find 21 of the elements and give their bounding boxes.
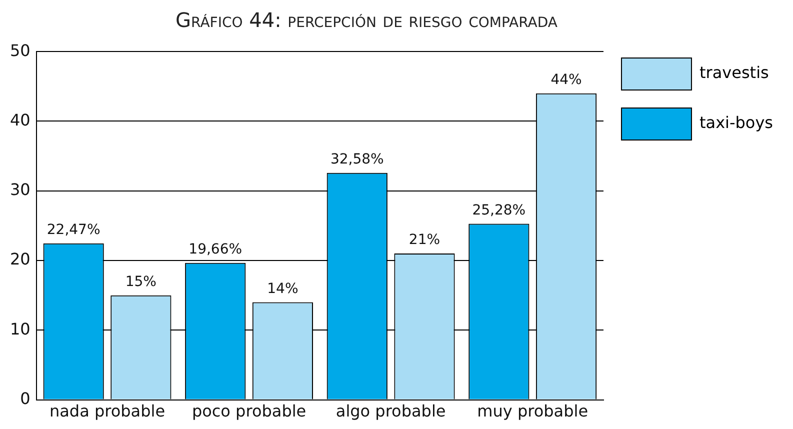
y-tick-label: 0 [20,388,30,408]
legend-label: travestis [699,63,769,82]
x-tick-label: poco probable [192,402,306,421]
data-label: 14% [267,280,298,297]
data-label: 15% [125,274,156,290]
x-tick-label: nada probable [49,402,166,421]
data-label: 32,58% [330,152,384,168]
legend-label: taxi-boys [699,113,773,132]
chart-title: Gráfico 44: percepción de riesgo comparada [174,7,558,34]
data-label: 25,28% [472,202,526,218]
y-tick-label: 20 [10,250,30,269]
y-tick-label: 10 [10,319,30,338]
data-label: 19,66% [188,242,242,258]
y-tick-label: 40 [10,110,30,130]
x-tick-label: muy probable [477,402,588,421]
data-label: 44% [550,72,582,88]
y-tick-label: 50 [10,40,30,60]
data-label: 22,47% [46,222,100,238]
x-tick-label: algo probable [336,402,446,421]
data-label: 21% [408,232,440,248]
y-tick-label: 30 [10,180,30,200]
